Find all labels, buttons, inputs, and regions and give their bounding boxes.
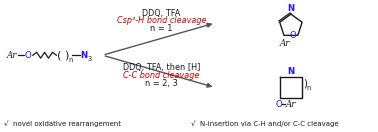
Text: Ar: Ar <box>286 100 296 109</box>
Text: n = 2, 3: n = 2, 3 <box>145 79 178 88</box>
Text: n: n <box>68 57 72 63</box>
Text: (: ( <box>57 50 62 60</box>
Text: Ar: Ar <box>280 39 290 48</box>
Text: Csp³-H bond cleavage: Csp³-H bond cleavage <box>116 16 206 25</box>
Text: N: N <box>80 51 87 60</box>
Text: ): ) <box>64 50 68 60</box>
Text: O: O <box>276 100 282 109</box>
Text: C-C bond cleavage: C-C bond cleavage <box>123 71 200 80</box>
Text: N: N <box>287 67 294 76</box>
Text: O: O <box>289 31 296 40</box>
Text: n = 1: n = 1 <box>150 24 173 33</box>
Text: DDQ, TFA, then [H]: DDQ, TFA, then [H] <box>123 63 200 72</box>
Text: 3: 3 <box>88 56 92 62</box>
Text: Ar: Ar <box>6 51 17 60</box>
Text: N: N <box>287 4 294 13</box>
Text: n: n <box>307 84 311 91</box>
Text: √  N-insertion via C-H and/or C-C cleavage: √ N-insertion via C-H and/or C-C cleavag… <box>191 120 338 127</box>
Text: √  novel oxidative rearrangement: √ novel oxidative rearrangement <box>4 120 121 127</box>
Text: O: O <box>25 51 32 60</box>
Text: DDQ, TFA: DDQ, TFA <box>142 9 180 18</box>
Text: ): ) <box>303 79 307 89</box>
